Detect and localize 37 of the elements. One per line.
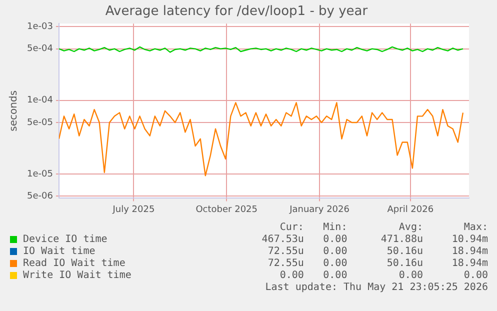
legend-label: Write IO Wait time xyxy=(22,270,132,282)
legend-label: Read IO Wait time xyxy=(22,258,126,270)
x-tick-label: July 2025 xyxy=(112,204,155,215)
y-tick-label: 1e-03 xyxy=(26,22,53,32)
x-tick-label: April 2026 xyxy=(387,204,434,215)
text: Min: xyxy=(322,222,348,234)
y-axis-title: seconds xyxy=(8,90,20,132)
text: 0.00 xyxy=(322,270,348,282)
x-tick-label: October 2025 xyxy=(196,204,258,215)
text: 18.94m xyxy=(450,246,488,258)
legend-label: IO Wait time xyxy=(22,246,96,258)
text: 471.88u xyxy=(380,234,423,246)
text: Avg: xyxy=(398,222,423,234)
text: 0.00 xyxy=(278,270,304,282)
text: Cur: xyxy=(278,222,304,234)
text: 72.55u xyxy=(266,258,304,270)
text: Max: xyxy=(462,222,488,234)
text: 72.55u xyxy=(266,246,304,258)
x-tick-label: January 2026 xyxy=(288,204,350,215)
text: 0.00 xyxy=(322,234,348,246)
legend-label: Device IO time xyxy=(22,234,108,246)
text: 10.94m xyxy=(450,234,488,246)
text: 50.16u xyxy=(386,258,423,270)
text: 0.00 xyxy=(462,270,488,282)
chart-title: Average latency for /dev/loop1 - by year xyxy=(105,4,368,20)
text: 467.53u xyxy=(260,234,304,246)
y-tick-label: 5e-06 xyxy=(26,192,54,202)
y-tick-label: 1e-05 xyxy=(26,169,53,180)
text: 0.00 xyxy=(398,270,423,282)
y-tick-label: 1e-04 xyxy=(26,96,54,106)
y-tick-label: 5e-04 xyxy=(26,44,54,54)
text: 18.94m xyxy=(450,258,488,270)
text: Last update: Thu May 21 23:05:25 2026 xyxy=(264,282,488,294)
text: 0.00 xyxy=(322,258,348,270)
text: 0.00 xyxy=(322,246,348,258)
text: 50.16u xyxy=(386,246,423,258)
y-tick-label: 5e-05 xyxy=(26,118,53,128)
